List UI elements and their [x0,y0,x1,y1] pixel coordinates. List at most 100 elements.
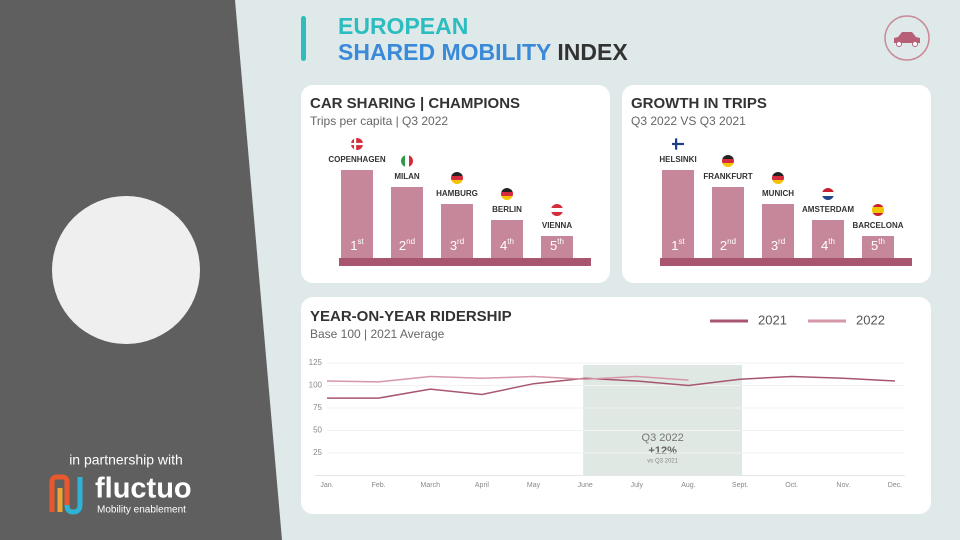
annotation-note: vs Q3 2021 [647,459,678,465]
card-subtitle: Q3 2022 VS Q3 2021 [631,114,746,128]
x-tick-label: Aug. [681,482,695,489]
podium-bar [812,220,844,258]
flag [501,188,513,200]
flag-stripe [822,192,834,197]
podium-bar [491,220,523,258]
chart-subtitle: Base 100 | 2021 Average [310,327,445,341]
podium-bar [341,170,373,258]
flag-stripe [872,207,884,211]
partner-logo: fluctuo [95,473,192,505]
partner-tagline: Mobility enablement [97,505,186,516]
x-tick-label: July [631,482,644,489]
rank-label: 1st [671,237,685,253]
flag-stripe [772,180,784,184]
title-rest: INDEX [557,39,628,65]
flag [872,204,884,216]
card-title: CAR SHARING | CHAMPIONS [310,95,520,112]
flag [672,138,684,150]
rank-suffix: nd [727,237,736,246]
flag-stripe [722,159,734,164]
podium-bar [712,187,744,258]
flag-stripe [501,196,513,200]
rank-label: 5th [871,237,885,253]
flag-stripe [722,163,734,167]
flag-stripe [872,210,884,214]
y-tick-label: 75 [313,403,322,412]
rank-suffix: th [828,237,835,246]
city-label: VIENNA [542,221,572,230]
card [622,85,931,283]
legend-label: 2022 [856,312,885,327]
rank-label: 2nd [399,237,415,253]
flag-stripe [551,208,563,213]
flag-stripe [551,212,563,216]
rank-label: 4th [500,237,514,253]
legend-label: 2021 [758,312,787,327]
city-label: MILAN [394,172,420,181]
rank-label: 4th [821,237,835,253]
rank-number: 4 [500,238,507,253]
rank-suffix: st [679,237,686,246]
podium-bar [391,187,423,258]
flag-stripe [451,172,463,177]
car-icon [884,15,930,61]
rank-number: 1 [671,238,678,253]
rank-number: 2 [720,238,727,253]
rank-suffix: nd [406,237,415,246]
x-tick-label: Oct. [785,482,798,489]
rank-label: 3rd [771,237,785,253]
x-tick-label: April [475,482,489,489]
podium-bar [662,170,694,258]
rank-number: 2 [399,238,406,253]
flag-stripe [872,213,884,216]
rank-number: 3 [771,238,778,253]
city-label: HELSINKI [659,155,696,164]
x-tick-label: March [421,482,441,489]
x-tick-label: Dec. [888,482,902,489]
flag-stripe [501,188,513,193]
flag [822,188,834,200]
y-tick-label: 25 [313,448,322,457]
y-tick-label: 50 [313,426,322,435]
rank-label: 5th [550,237,564,253]
photo-placeholder [52,196,200,344]
flag [551,204,563,216]
flag-stripe [722,155,734,160]
title-accent [301,16,306,61]
podium-bar [541,236,573,258]
flag-stripe [451,176,463,181]
rank-label: 2nd [720,237,736,253]
city-label: BERLIN [492,205,522,214]
flag-stripe [405,155,410,167]
flag-cross [351,142,363,146]
rank-suffix: rd [457,237,464,246]
flag-stripe [451,180,463,184]
flag-stripe [872,204,884,208]
podium-bar [762,204,794,258]
rank-suffix: th [507,237,514,246]
rank-suffix: th [878,237,885,246]
rank-suffix: th [557,237,564,246]
x-tick-label: Feb. [372,482,386,489]
city-label: FRANKFURT [703,172,752,181]
flag [451,172,463,184]
rank-number: 5 [871,238,878,253]
data-line [326,375,689,383]
x-tick-label: Jan. [320,482,333,489]
title-line2: SHARED MOBILITY INDEX [338,39,628,65]
podium-bar [862,236,894,258]
y-tick-label: 125 [309,358,323,367]
partner-logo-icon [49,474,83,515]
x-tick-label: June [578,482,593,489]
rank-number: 1 [350,238,357,253]
annotation-value: +12% [648,445,677,457]
card-subtitle: Trips per capita | Q3 2022 [310,114,448,128]
flag [722,155,734,167]
flag-stripe [772,172,784,177]
rank-number: 3 [450,238,457,253]
rank-suffix: rd [778,237,785,246]
rank-label: 1st [350,237,364,253]
city-label: HAMBURG [436,189,478,198]
